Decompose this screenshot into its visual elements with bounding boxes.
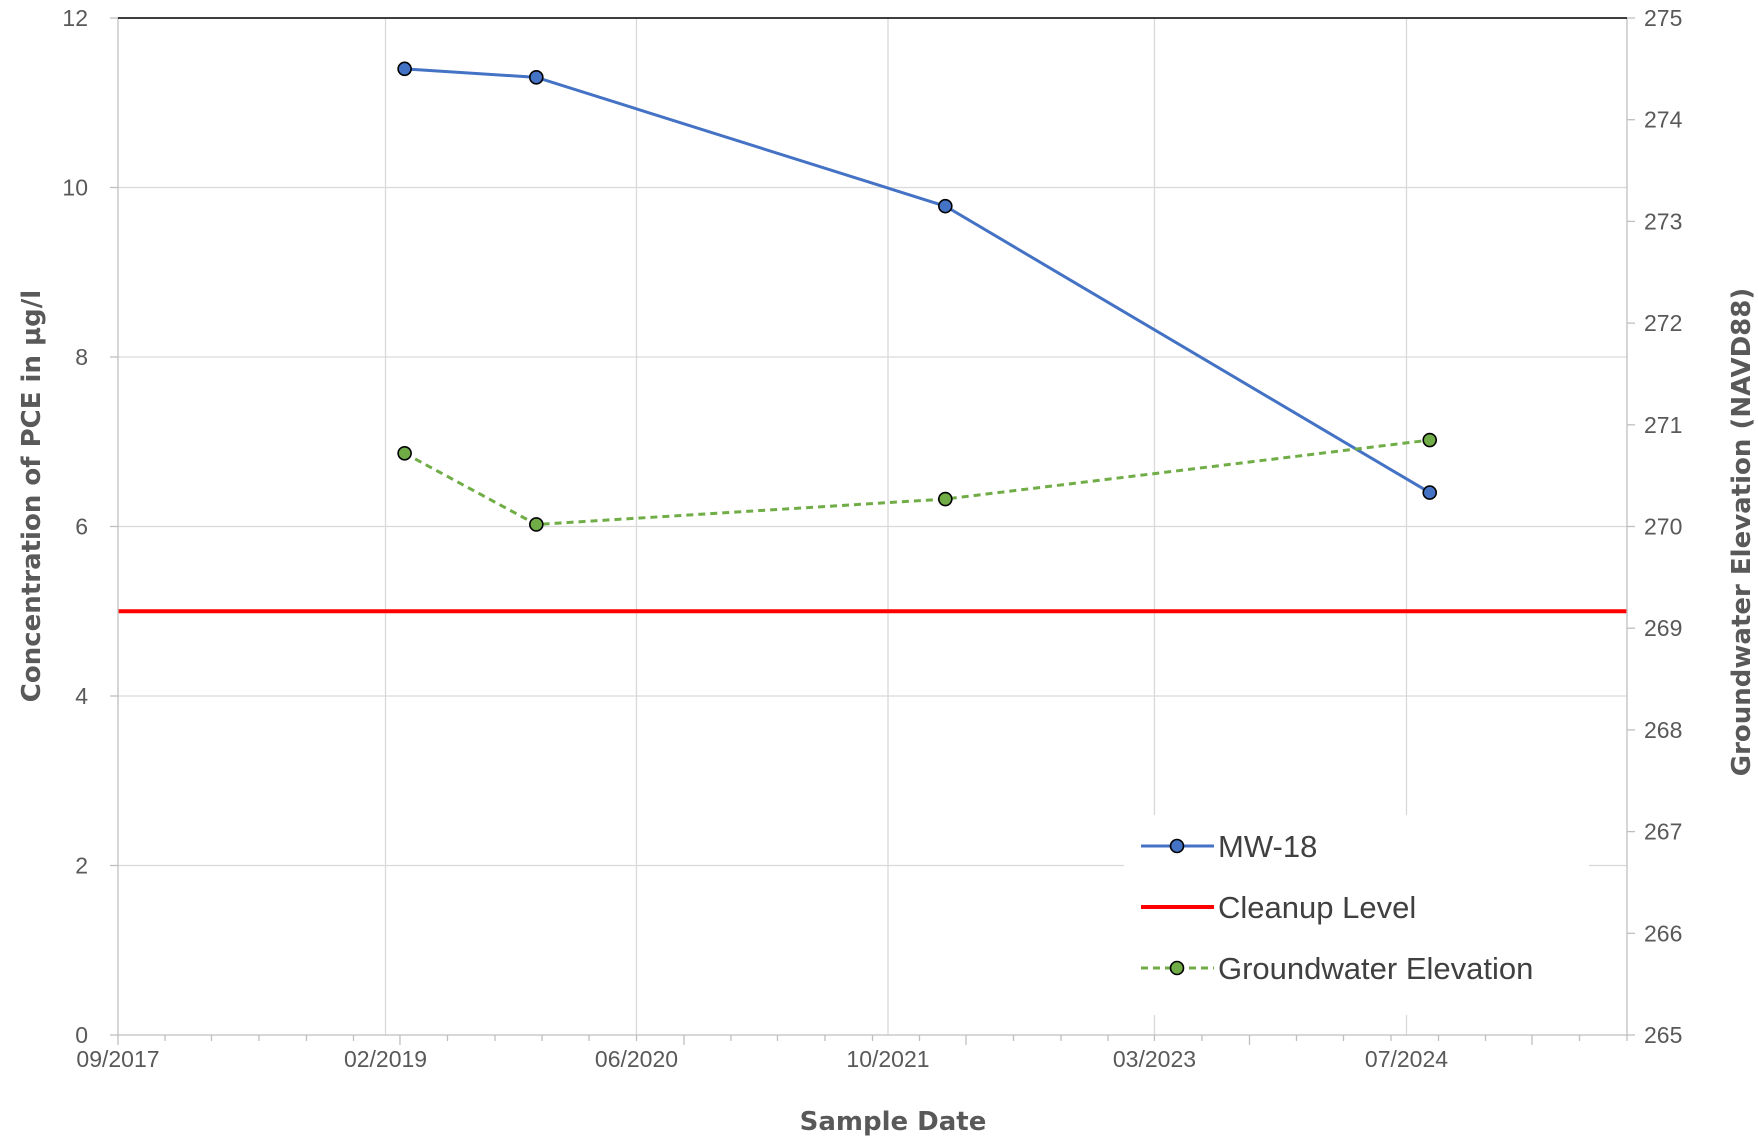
groundwater-elevation-point bbox=[529, 517, 544, 532]
legend-marker-mw18 bbox=[1169, 838, 1185, 854]
y-tick-label: 12 bbox=[62, 5, 88, 31]
x-tick-labels: 09/2017 02/2019 06/2020 10/2021 03/2023 07/20… bbox=[76, 1046, 1448, 1072]
axes bbox=[110, 17, 1635, 1045]
legend-item-groundwater-elevation: Groundwater Elevation bbox=[1141, 951, 1533, 986]
mw-18-series-line bbox=[404, 67, 1431, 494]
y2-tick-label: 267 bbox=[1644, 819, 1682, 845]
legend-background bbox=[1124, 815, 1589, 1015]
y-tick-label: 6 bbox=[75, 514, 88, 540]
series-layer bbox=[397, 61, 1438, 532]
x-tick-label: 03/2023 bbox=[1113, 1046, 1196, 1072]
y2-tick-label: 272 bbox=[1644, 310, 1682, 336]
y2-tick-label: 265 bbox=[1644, 1022, 1682, 1048]
legend-item-cleanup-level: Cleanup Level bbox=[1141, 890, 1416, 925]
y2-tick-label: 269 bbox=[1644, 615, 1682, 641]
groundwater-elevation-point bbox=[1422, 432, 1438, 448]
y-axis-title: Concentration of PCE in µg/l bbox=[17, 290, 47, 702]
mw-18-point bbox=[529, 70, 544, 85]
y2-tick-label: 273 bbox=[1644, 208, 1682, 234]
x-tick-label: 02/2019 bbox=[344, 1046, 427, 1072]
y2-tick-label: 274 bbox=[1644, 107, 1683, 133]
y-tick-labels: 0 2 4 6 8 10 12 bbox=[62, 5, 88, 1048]
y2-axis-title: Groundwater Elevation (NAVD88) bbox=[1727, 288, 1757, 777]
x-tick-label: 10/2021 bbox=[846, 1046, 929, 1072]
legend-marker-groundwater-elevation bbox=[1169, 960, 1185, 976]
y-tick-label: 10 bbox=[62, 175, 88, 201]
x-axis-title: Sample Date bbox=[800, 1107, 987, 1137]
x-tick-label: 07/2024 bbox=[1365, 1046, 1448, 1072]
mw-18-point bbox=[397, 61, 412, 77]
y2-tick-label: 271 bbox=[1644, 412, 1682, 438]
x-tick-label: 09/2017 bbox=[76, 1046, 159, 1072]
x-tick-label: 06/2020 bbox=[595, 1046, 678, 1072]
groundwater-elevation-series-line bbox=[403, 438, 1430, 526]
y-tick-label: 2 bbox=[75, 853, 88, 879]
y2-tick-label: 266 bbox=[1644, 920, 1682, 946]
y-tick-label: 8 bbox=[75, 344, 88, 370]
y-tick-label: 4 bbox=[75, 683, 88, 709]
mw-18-point bbox=[1422, 485, 1438, 500]
y-tick-label: 0 bbox=[75, 1022, 88, 1048]
y2-tick-labels: 265 266 267 268 269 270 271 272 273 274 275 bbox=[1644, 5, 1683, 1048]
groundwater-elevation-point bbox=[397, 445, 412, 461]
y2-tick-label: 270 bbox=[1644, 514, 1682, 540]
y2-tick-label: 268 bbox=[1644, 717, 1682, 743]
groundwater-elevation-point bbox=[938, 491, 953, 507]
legend: MW-18 Cleanup Level Groundwater Elevatio… bbox=[1124, 815, 1589, 1015]
mw-18-point bbox=[938, 198, 953, 214]
legend-item-mw18: MW-18 bbox=[1141, 829, 1317, 864]
legend-label-groundwater-elevation: Groundwater Elevation bbox=[1218, 951, 1533, 986]
legend-label-mw18: MW-18 bbox=[1218, 829, 1317, 864]
legend-label-cleanup-level: Cleanup Level bbox=[1218, 890, 1416, 925]
y2-tick-label: 275 bbox=[1644, 5, 1682, 31]
